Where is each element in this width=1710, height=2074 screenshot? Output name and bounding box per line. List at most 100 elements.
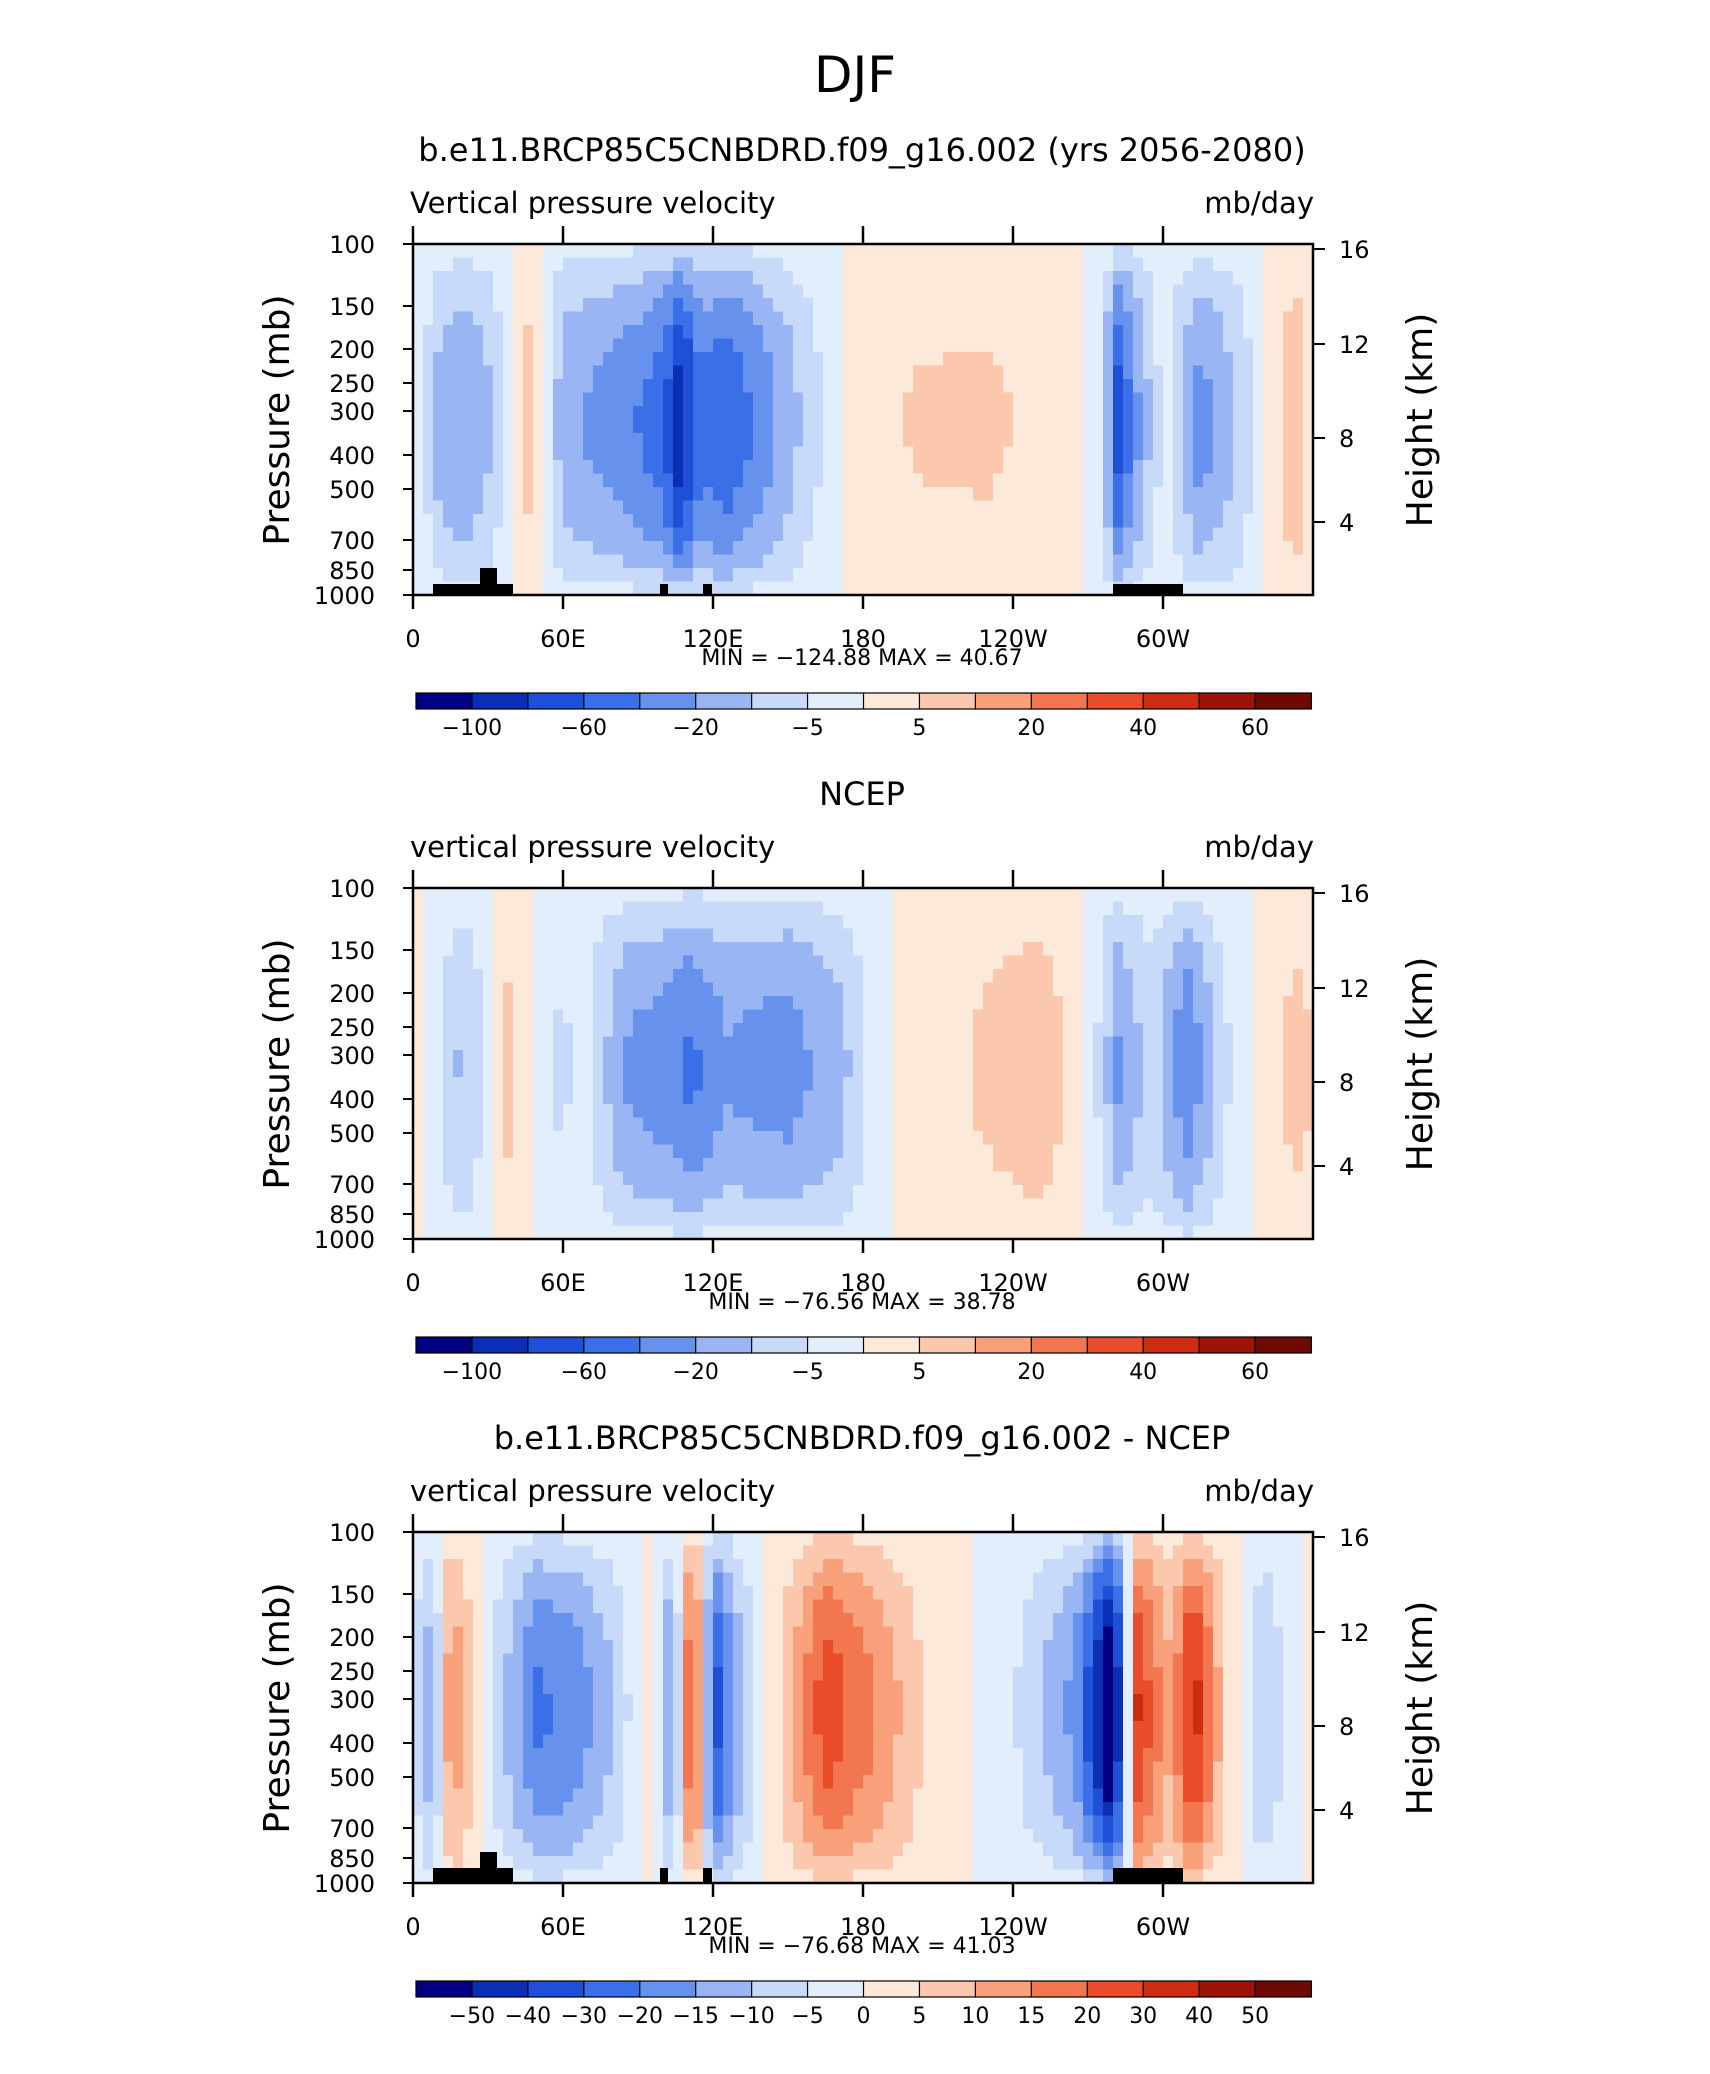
- heatmap-cell: [993, 982, 1004, 997]
- heatmap-cell: [733, 1198, 744, 1213]
- colorbar-label: −5: [791, 716, 823, 741]
- heatmap-cell: [543, 541, 554, 556]
- heatmap-cell: [1133, 487, 1144, 502]
- heatmap-cell: [953, 1212, 964, 1227]
- heatmap-cell: [493, 365, 504, 380]
- heatmap-cell: [1273, 1090, 1284, 1105]
- heatmap-cell: [1033, 325, 1044, 340]
- heatmap-cell: [943, 419, 954, 434]
- heatmap-cell: [513, 1185, 524, 1200]
- heatmap-cell: [443, 487, 454, 502]
- heatmap-cell: [1213, 1171, 1224, 1186]
- heatmap-cell: [1163, 1117, 1174, 1132]
- heatmap-cell: [1073, 257, 1084, 272]
- heatmap-cell: [843, 581, 854, 596]
- heatmap-cell: [593, 298, 604, 313]
- heatmap-cell: [1023, 406, 1034, 421]
- heatmap-cell: [653, 419, 664, 434]
- heatmap-cell: [1093, 1050, 1104, 1065]
- heatmap-cell: [863, 284, 874, 299]
- heatmap-cell: [773, 365, 784, 380]
- heatmap-cell: [1303, 284, 1314, 299]
- heatmap-cell: [413, 1225, 424, 1240]
- heatmap-cell: [563, 365, 574, 380]
- heatmap-cell: [1243, 271, 1254, 286]
- heatmap-cell: [663, 1144, 674, 1159]
- heatmap-cell: [1263, 1131, 1274, 1146]
- heatmap-cell: [473, 1212, 484, 1227]
- heatmap-cell: [1133, 527, 1144, 542]
- heatmap-cell: [1283, 244, 1294, 259]
- heatmap-cell: [443, 1090, 454, 1105]
- heatmap-cell: [1143, 527, 1154, 542]
- heatmap-cell: [843, 392, 854, 407]
- heatmap-cell: [433, 1063, 444, 1078]
- heatmap-cell: [1203, 1117, 1214, 1132]
- heatmap-cell: [1103, 1023, 1114, 1038]
- heatmap-cell: [1303, 1185, 1314, 1200]
- heatmap-cell: [633, 1090, 644, 1105]
- heatmap-cell: [573, 1063, 584, 1078]
- heatmap-cell: [713, 915, 724, 930]
- heatmap-cell: [493, 1050, 504, 1065]
- heatmap-cell: [663, 487, 674, 502]
- heatmap-cell: [613, 365, 624, 380]
- heatmap-cell: [1293, 928, 1304, 943]
- heatmap-cell: [1053, 419, 1064, 434]
- land-mask: [433, 584, 513, 595]
- heatmap-cell: [753, 554, 764, 569]
- heatmap-cell: [493, 554, 504, 569]
- heatmap-cell: [593, 1171, 604, 1186]
- heatmap-cell: [1033, 1185, 1044, 1200]
- heatmap-cell: [703, 915, 714, 930]
- heatmap-cell: [803, 1131, 814, 1146]
- heatmap-cell: [1173, 928, 1184, 943]
- heatmap-cell: [1093, 982, 1104, 997]
- heatmap-cell: [1213, 1198, 1224, 1213]
- heatmap-cell: [863, 338, 874, 353]
- heatmap-cell: [873, 365, 884, 380]
- heatmap-cell: [1163, 1023, 1174, 1038]
- heatmap-cell: [503, 1063, 514, 1078]
- heatmap-cell: [743, 969, 754, 984]
- heatmap-cell: [773, 955, 784, 970]
- heatmap-cell: [543, 257, 554, 272]
- heatmap-cell: [593, 379, 604, 394]
- heatmap-cell: [1063, 1198, 1074, 1213]
- heatmap-cell: [1053, 284, 1064, 299]
- heatmap-cell: [833, 419, 844, 434]
- heatmap-cell: [453, 1586, 464, 1601]
- heatmap-cell: [543, 419, 554, 434]
- heatmap-cell: [1163, 1050, 1174, 1065]
- heatmap-cell: [1193, 379, 1204, 394]
- heatmap-cell: [953, 541, 964, 556]
- heatmap-cell: [413, 1748, 424, 1763]
- heatmap-cell: [453, 1077, 464, 1092]
- heatmap-cell: [883, 915, 894, 930]
- heatmap-cell: [453, 338, 464, 353]
- heatmap-cell: [443, 433, 454, 448]
- heatmap-cell: [1183, 1144, 1194, 1159]
- heatmap-cell: [1023, 271, 1034, 286]
- heatmap-cell: [913, 969, 924, 984]
- heatmap-cell: [1303, 1036, 1314, 1051]
- heatmap-cell: [503, 338, 514, 353]
- heatmap-cell: [693, 1023, 704, 1038]
- heatmap-cell: [633, 311, 644, 326]
- heatmap-cell: [513, 1023, 524, 1038]
- heatmap-cell: [663, 406, 674, 421]
- heatmap-cell: [583, 500, 594, 515]
- heatmap-cell: [793, 392, 804, 407]
- heatmap-cell: [533, 955, 544, 970]
- heatmap-cell: [1003, 928, 1014, 943]
- heatmap-cell: [643, 271, 654, 286]
- heatmap-cell: [443, 1586, 454, 1601]
- heatmap-cell: [993, 996, 1004, 1011]
- heatmap-cell: [1203, 982, 1214, 997]
- heatmap-cell: [623, 514, 634, 529]
- heatmap-cell: [723, 257, 734, 272]
- heatmap-cell: [1213, 568, 1224, 583]
- heatmap-cell: [943, 915, 954, 930]
- heatmap-cell: [593, 284, 604, 299]
- heatmap-cell: [673, 244, 684, 259]
